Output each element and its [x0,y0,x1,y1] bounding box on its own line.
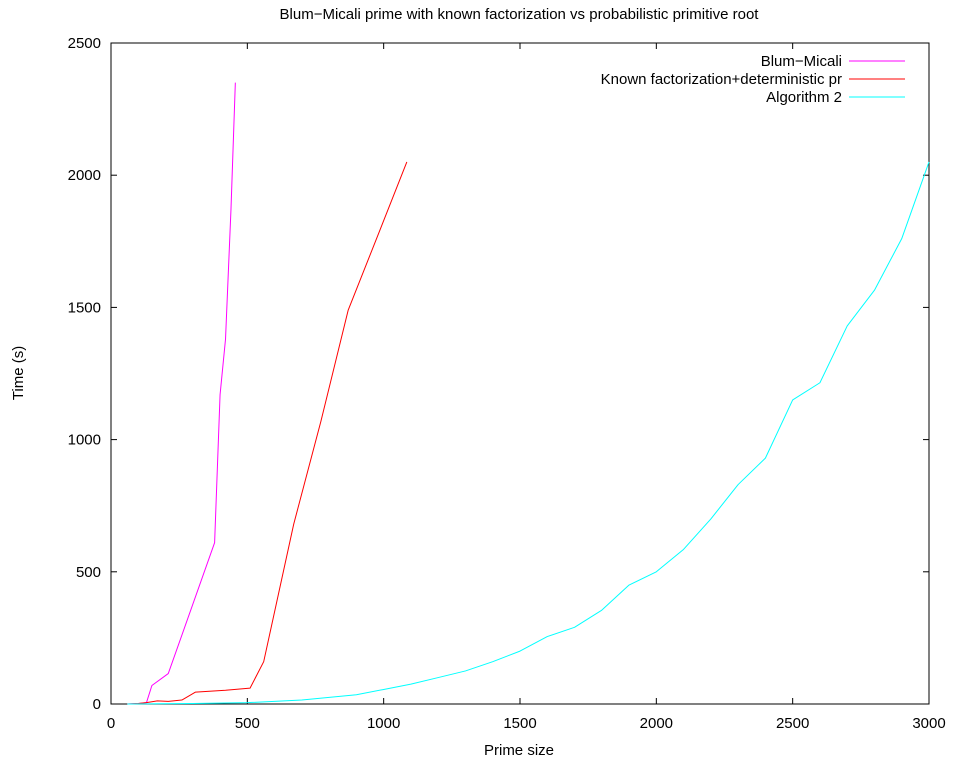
x-tick-label: 0 [107,715,115,732]
y-axis-title: Time (s) [10,346,27,400]
legend-label: Algorithm 2 [766,89,842,106]
chart-title: Blum−Micali prime with known factorizati… [280,6,760,23]
y-tick-label: 2500 [68,35,101,52]
x-tick-label: 3000 [912,715,945,732]
series-line-2 [127,161,408,705]
x-tick-label: 1500 [503,715,536,732]
x-tick-label: 1000 [367,715,400,732]
x-tick-label: 2000 [640,715,673,732]
legend-label: Blum−Micali [761,53,842,70]
y-tick-label: 500 [76,564,101,581]
y-tick-label: 2000 [68,167,101,184]
series-line-1 [127,82,236,705]
y-tick-label: 0 [93,696,101,713]
legend-label: Known factorization+deterministic pr [601,71,842,88]
axis-ticks: 0 500 1000 1500 2000 2500 3000 0 500 1000 1500 2000… [68,35,946,732]
y-tick-label: 1500 [68,299,101,316]
x-tick-label: 500 [235,715,260,732]
series-lines [127,82,930,705]
series-line-3 [127,161,930,705]
x-axis-title: Prime size [484,742,554,759]
x-tick-label: 2500 [776,715,809,732]
y-tick-label: 1000 [68,432,101,449]
